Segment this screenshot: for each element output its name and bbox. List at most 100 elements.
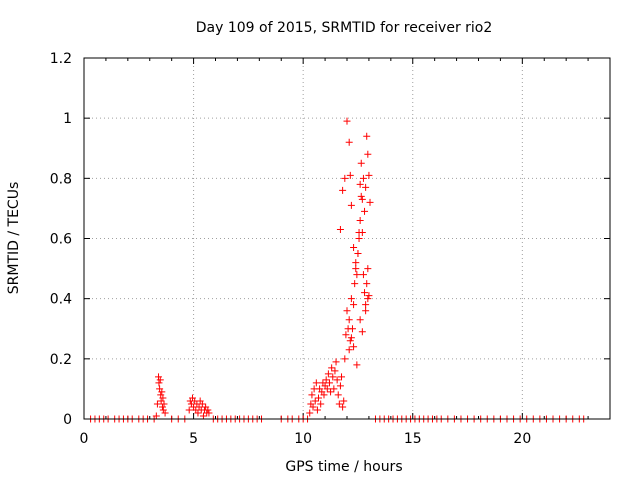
data-point <box>336 225 344 233</box>
data-point <box>311 397 319 405</box>
data-point <box>352 265 360 273</box>
data-point <box>361 207 369 215</box>
tick-labels: 0 5 10 15 20 0 0.2 0.4 0.6 0.8 1 1.2 <box>50 51 532 447</box>
data-point <box>363 280 371 288</box>
x-tick-label: 10 <box>294 431 312 447</box>
data-point <box>325 379 333 387</box>
data-point <box>315 394 323 402</box>
data-point <box>350 244 358 252</box>
data-point <box>345 138 353 146</box>
data-point <box>199 412 207 420</box>
data-point <box>348 325 356 333</box>
data-point <box>357 159 365 167</box>
data-point <box>339 403 347 411</box>
data-point <box>155 373 163 381</box>
data-point <box>365 171 373 179</box>
data-point <box>330 385 338 393</box>
data-point <box>363 132 371 140</box>
data-point <box>341 355 349 363</box>
data-point <box>335 400 343 408</box>
data-point <box>153 400 161 408</box>
data-point <box>364 265 372 273</box>
data-point <box>340 397 348 405</box>
x-tick-label: 15 <box>404 431 422 447</box>
data-point <box>356 216 364 224</box>
data-point <box>353 271 361 279</box>
data-point <box>312 379 320 387</box>
data-point <box>331 367 339 375</box>
data-point <box>327 388 335 396</box>
data-point <box>357 192 365 200</box>
data-point <box>358 228 366 236</box>
data-point <box>309 403 317 411</box>
data-point <box>328 364 336 372</box>
data-point <box>308 391 316 399</box>
data-point <box>158 388 166 396</box>
data-point <box>159 394 167 402</box>
x-tick-label: 5 <box>189 431 198 447</box>
data-point <box>156 376 164 384</box>
data-point <box>355 235 363 242</box>
data-point <box>346 337 354 345</box>
data-point <box>158 403 166 411</box>
data-point <box>346 171 354 179</box>
data-point <box>362 301 370 309</box>
plot-frame <box>83 57 611 420</box>
y-tick-label: 0.2 <box>50 352 72 368</box>
y-tick-label: 0.4 <box>50 292 72 308</box>
data-point <box>329 373 337 381</box>
data-point <box>342 331 350 339</box>
y-tick-label: 0.8 <box>50 171 72 187</box>
y-axis-label: SRMTID / TECUs <box>6 182 22 295</box>
data-point <box>356 180 364 188</box>
data-point <box>362 307 370 315</box>
data-point <box>320 391 328 399</box>
data-point <box>347 295 355 303</box>
data-point <box>345 346 353 354</box>
data-point <box>358 328 366 336</box>
y-tick-label: 0 <box>63 412 72 428</box>
data-point <box>356 316 364 324</box>
data-point <box>347 201 355 209</box>
data-point <box>317 400 325 408</box>
data-point <box>204 406 212 414</box>
x-axis-label: GPS time / hours <box>285 459 402 475</box>
data-point <box>313 406 321 414</box>
data-point <box>353 361 361 369</box>
data-point <box>155 379 163 387</box>
data-point <box>185 406 193 414</box>
chart-title: Day 109 of 2015, SRMTID for receiver rio… <box>196 20 493 36</box>
data-points <box>87 117 588 423</box>
data-point <box>152 412 160 420</box>
data-point <box>366 198 374 206</box>
data-point <box>322 376 330 384</box>
data-point <box>338 373 346 381</box>
data-point <box>160 400 168 408</box>
data-point <box>205 409 213 417</box>
y-tick-label: 1 <box>63 111 72 127</box>
data-point <box>198 400 206 408</box>
data-point <box>350 301 358 309</box>
data-point <box>339 186 347 194</box>
data-point <box>364 295 372 303</box>
data-point <box>347 334 355 342</box>
y-tick-label: 1.2 <box>50 51 72 67</box>
data-point <box>343 117 351 125</box>
data-point <box>336 382 344 390</box>
data-point <box>323 385 331 393</box>
data-point <box>361 289 369 297</box>
data-point <box>334 391 342 399</box>
x-tick-label: 20 <box>513 431 531 447</box>
data-point <box>159 406 167 414</box>
x-tick-label: 0 <box>80 431 89 447</box>
data-point <box>359 174 367 182</box>
data-point <box>161 409 169 417</box>
data-point <box>358 195 366 203</box>
data-point <box>333 376 341 384</box>
data-point <box>341 174 349 182</box>
data-point <box>364 150 372 158</box>
data-point <box>332 358 340 366</box>
data-point <box>345 316 353 324</box>
data-point <box>365 292 373 300</box>
